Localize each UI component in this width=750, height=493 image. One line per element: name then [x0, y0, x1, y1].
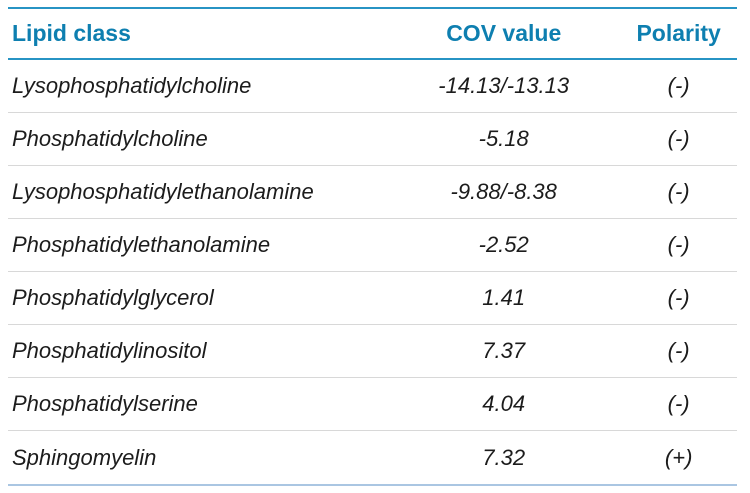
cov-value-cell: -2.52: [478, 232, 529, 257]
table-row: Phosphatidylethanolamine -2.52 (-): [8, 219, 737, 272]
cov-value-cell: 7.37: [482, 338, 526, 363]
table-row: Sphingomyelin 7.32 (+): [8, 431, 737, 484]
lipid-class-cell: Phosphatidylinositol: [12, 338, 207, 363]
polarity-cell: (-): [667, 232, 690, 257]
cov-value-cell: 1.41: [482, 285, 526, 310]
polarity-cell: (-): [667, 285, 690, 310]
lipid-class-cell: Lysophosphatidylethanolamine: [12, 179, 314, 204]
cov-value-cell: -14.13/-13.13: [438, 73, 570, 98]
table-row: Phosphatidylserine 4.04 (-): [8, 378, 737, 431]
cov-value-cell: -9.88/-8.38: [450, 179, 557, 204]
lipid-cov-table: Lipid class COV value Polarity Lysophosp…: [8, 7, 737, 486]
table-row: Lysophosphatidylcholine -14.13/-13.13 (-…: [8, 60, 737, 113]
cov-value-cell: 4.04: [482, 391, 526, 416]
lipid-class-cell: Lysophosphatidylcholine: [12, 73, 252, 98]
cov-value-cell: -5.18: [478, 126, 529, 151]
lipid-class-cell: Phosphatidylethanolamine: [12, 232, 271, 257]
table-header-row: Lipid class COV value Polarity: [8, 9, 737, 60]
polarity-cell: (-): [667, 391, 690, 416]
lipid-class-cell: Sphingomyelin: [12, 444, 157, 470]
cov-value-cell: 7.32: [482, 444, 526, 470]
lipid-class-cell: Phosphatidylserine: [12, 391, 198, 416]
header-polarity: Polarity: [636, 20, 721, 46]
header-lipid-class: Lipid class: [12, 20, 131, 46]
table-row: Phosphatidylinositol 7.37 (-): [8, 325, 737, 378]
lipid-class-cell: Phosphatidylglycerol: [12, 285, 214, 310]
lipid-class-cell: Phosphatidylcholine: [12, 126, 208, 151]
table-row: Phosphatidylcholine -5.18 (-): [8, 113, 737, 166]
header-cov-value: COV value: [446, 20, 562, 46]
polarity-cell: (-): [667, 73, 690, 98]
table-row: Phosphatidylglycerol 1.41 (-): [8, 272, 737, 325]
polarity-cell: (-): [667, 179, 690, 204]
polarity-cell: (-): [667, 126, 690, 151]
polarity-cell: (+): [664, 444, 693, 470]
table-row: Lysophosphatidylethanolamine -9.88/-8.38…: [8, 166, 737, 219]
polarity-cell: (-): [667, 338, 690, 363]
